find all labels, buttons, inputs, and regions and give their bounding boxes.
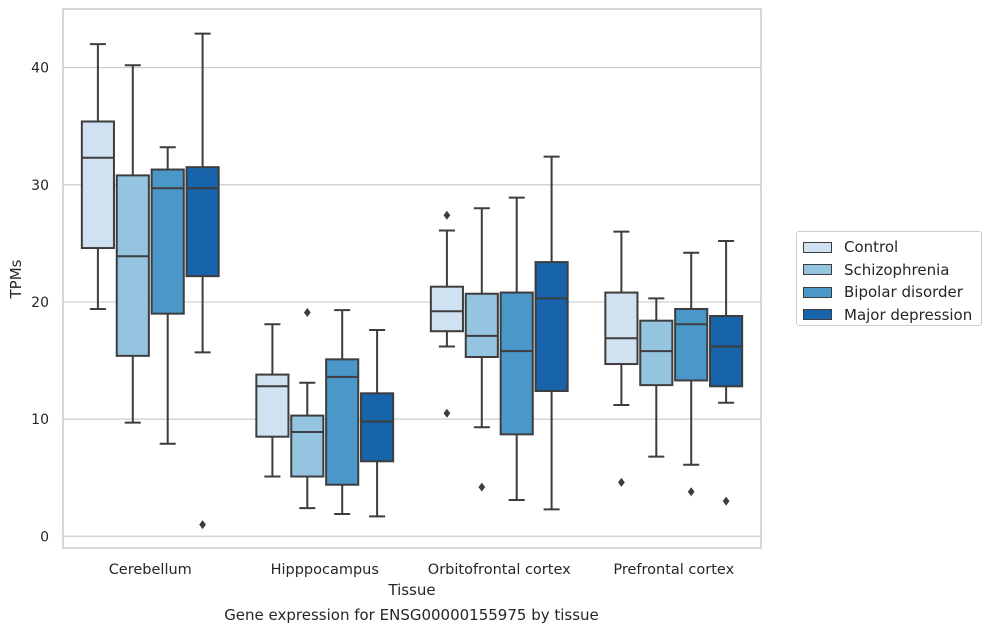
box-bipolar-disorder [499, 196, 534, 501]
plot-frame [62, 8, 762, 549]
outlier-point [722, 496, 730, 506]
legend-swatch [803, 309, 832, 321]
box-iqr [80, 120, 115, 250]
box-iqr [674, 307, 709, 382]
box-iqr [639, 319, 674, 387]
box-schizophrenia [639, 297, 674, 458]
legend-label: Bipolar disorder [844, 283, 963, 302]
legend-label: Control [844, 238, 899, 257]
box-iqr [255, 373, 290, 438]
box-iqr [464, 292, 499, 359]
outlier-point [199, 520, 206, 530]
x-tick-label: Cerebellum [109, 562, 192, 578]
box-control [429, 210, 464, 418]
legend-swatch [803, 264, 832, 276]
y-tick-label: 20 [31, 295, 49, 311]
box-iqr [429, 285, 464, 333]
y-axis-label: TPMs [7, 259, 25, 299]
legend-swatch [803, 286, 832, 298]
legend-label: Schizophrenia [844, 260, 950, 279]
outlier-point [443, 210, 451, 220]
box-major-depression [185, 32, 220, 530]
x-tick-label: Hipppocampus [271, 562, 379, 578]
outlier-point [618, 477, 625, 487]
box-iqr [325, 358, 360, 486]
box-bipolar-disorder [150, 146, 185, 445]
box-iqr [534, 261, 569, 392]
box-iqr [709, 314, 744, 388]
legend-item: Schizophrenia [803, 259, 981, 282]
box-iqr [360, 392, 395, 463]
x-tick-label: Prefrontal cortex [613, 562, 734, 578]
legend-label: Major depression [844, 305, 973, 324]
x-axis-ticks: Cerebellum Hipppocampus Orbitofrontal cort… [109, 562, 735, 578]
y-tick-label: 30 [31, 178, 49, 194]
box-bipolar-disorder [325, 309, 360, 516]
legend-item: Control [803, 236, 981, 259]
legend-swatch [803, 241, 832, 253]
box-iqr [290, 414, 325, 478]
legend-item: Major depression [803, 304, 981, 327]
box-major-depression [534, 155, 569, 511]
y-tick-label: 0 [40, 529, 49, 545]
box-iqr [185, 166, 220, 278]
outlier-point [303, 307, 311, 317]
box-bipolar-disorder [674, 251, 709, 497]
y-axis-ticks: 0 10 20 30 40 [31, 61, 49, 546]
box-schizophrenia [464, 207, 499, 492]
outlier-point [478, 482, 486, 492]
box-iqr [150, 168, 185, 315]
figure-caption: Gene expression for ENSG00000155975 by t… [224, 606, 599, 624]
legend: Control Schizophrenia Bipolar disorder Majo… [796, 231, 982, 326]
x-axis-label: Tissue [387, 581, 435, 599]
box-iqr [499, 291, 534, 436]
box-schizophrenia [115, 64, 150, 424]
box-iqr [115, 174, 150, 357]
outlier-point [687, 487, 695, 497]
box-schizophrenia [290, 307, 325, 510]
box-groups [80, 32, 744, 530]
box-iqr [604, 291, 639, 366]
box-major-depression [360, 329, 395, 518]
box-control [255, 323, 290, 478]
box-control [604, 230, 639, 487]
box-major-depression [709, 240, 744, 506]
outlier-point [443, 408, 451, 418]
y-tick-label: 10 [31, 412, 49, 428]
box-control [80, 43, 115, 310]
legend-item: Bipolar disorder [803, 281, 981, 304]
y-tick-label: 40 [31, 61, 49, 77]
x-tick-label: Orbitofrontal cortex [428, 562, 571, 578]
